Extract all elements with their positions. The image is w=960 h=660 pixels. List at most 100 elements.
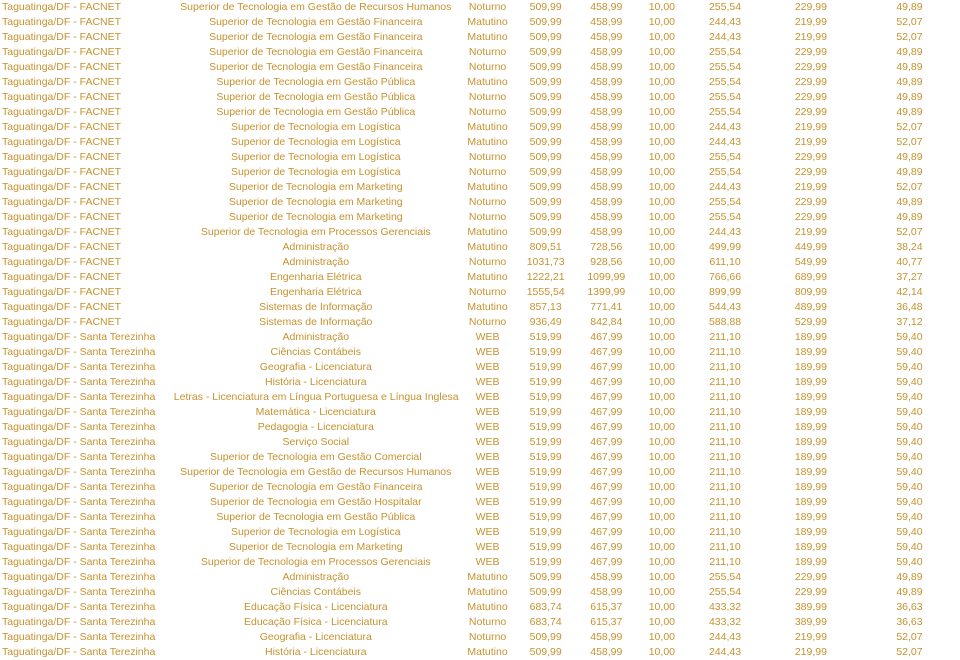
- cell-n3: 10,00: [637, 225, 688, 240]
- table-row: Taguatinga/DF - FACNETSuperior de Tecnol…: [0, 165, 960, 180]
- cell-n5: 219,99: [763, 180, 859, 195]
- cell-n3: 10,00: [637, 615, 688, 630]
- cell-n4: 211,10: [687, 390, 763, 405]
- cell-inst: Taguatinga/DF - FACNET: [0, 90, 172, 105]
- table-row: Taguatinga/DF - Santa TerezinhaGeografia…: [0, 360, 960, 375]
- cell-course: Superior de Tecnologia em Gestão Finance…: [172, 480, 460, 495]
- cell-n1: 509,99: [515, 0, 576, 15]
- cell-turno: WEB: [460, 360, 516, 375]
- table-row: Taguatinga/DF - Santa TerezinhaSuperior …: [0, 450, 960, 465]
- cell-inst: Taguatinga/DF - Santa Terezinha: [0, 525, 172, 540]
- table-row: Taguatinga/DF - FACNETSistemas de Inform…: [0, 300, 960, 315]
- cell-n6: 49,89: [859, 210, 960, 225]
- cell-n6: 59,40: [859, 525, 960, 540]
- cell-n3: 10,00: [637, 420, 688, 435]
- cell-course: Superior de Tecnologia em Logística: [172, 120, 460, 135]
- cell-n6: 49,89: [859, 150, 960, 165]
- cell-n4: 255,54: [687, 195, 763, 210]
- cell-n3: 10,00: [637, 15, 688, 30]
- cell-n1: 519,99: [515, 450, 576, 465]
- cell-n5: 229,99: [763, 150, 859, 165]
- cell-turno: Noturno: [460, 90, 516, 105]
- cell-n1: 509,99: [515, 105, 576, 120]
- cell-n1: 519,99: [515, 465, 576, 480]
- cell-n5: 189,99: [763, 330, 859, 345]
- cell-n3: 10,00: [637, 600, 688, 615]
- cell-turno: WEB: [460, 375, 516, 390]
- cell-n3: 10,00: [637, 510, 688, 525]
- cell-n6: 59,40: [859, 375, 960, 390]
- cell-n5: 189,99: [763, 510, 859, 525]
- cell-n1: 509,99: [515, 150, 576, 165]
- cell-n1: 509,99: [515, 225, 576, 240]
- cell-n3: 10,00: [637, 450, 688, 465]
- cell-n2: 458,99: [576, 75, 637, 90]
- cell-n4: 244,43: [687, 180, 763, 195]
- cell-turno: Matutino: [460, 240, 516, 255]
- cell-inst: Taguatinga/DF - FACNET: [0, 135, 172, 150]
- cell-inst: Taguatinga/DF - FACNET: [0, 15, 172, 30]
- cell-n6: 59,40: [859, 510, 960, 525]
- cell-inst: Taguatinga/DF - Santa Terezinha: [0, 645, 172, 660]
- cell-n4: 255,54: [687, 210, 763, 225]
- cell-n1: 519,99: [515, 390, 576, 405]
- cell-n1: 519,99: [515, 420, 576, 435]
- cell-n4: 433,32: [687, 615, 763, 630]
- table-row: Taguatinga/DF - Santa TerezinhaPedagogia…: [0, 420, 960, 435]
- cell-turno: Matutino: [460, 570, 516, 585]
- cell-inst: Taguatinga/DF - FACNET: [0, 30, 172, 45]
- cell-inst: Taguatinga/DF - Santa Terezinha: [0, 330, 172, 345]
- cell-turno: WEB: [460, 435, 516, 450]
- cell-n4: 211,10: [687, 555, 763, 570]
- cell-course: Engenharia Elétrica: [172, 285, 460, 300]
- cell-n6: 52,07: [859, 15, 960, 30]
- cell-n2: 458,99: [576, 570, 637, 585]
- cell-inst: Taguatinga/DF - FACNET: [0, 180, 172, 195]
- cell-n1: 519,99: [515, 525, 576, 540]
- cell-n1: 519,99: [515, 480, 576, 495]
- cell-n1: 509,99: [515, 630, 576, 645]
- cell-n1: 519,99: [515, 375, 576, 390]
- cell-course: Superior de Tecnologia em Gestão Pública: [172, 510, 460, 525]
- cell-n2: 458,99: [576, 105, 637, 120]
- cell-n2: 458,99: [576, 135, 637, 150]
- cell-n3: 10,00: [637, 90, 688, 105]
- cell-n1: 519,99: [515, 540, 576, 555]
- cell-turno: WEB: [460, 555, 516, 570]
- cell-inst: Taguatinga/DF - Santa Terezinha: [0, 360, 172, 375]
- cell-n3: 10,00: [637, 315, 688, 330]
- cell-n3: 10,00: [637, 525, 688, 540]
- table-row: Taguatinga/DF - Santa TerezinhaHistória …: [0, 375, 960, 390]
- cell-n3: 10,00: [637, 255, 688, 270]
- cell-course: Superior de Tecnologia em Marketing: [172, 210, 460, 225]
- cell-inst: Taguatinga/DF - FACNET: [0, 225, 172, 240]
- cell-n2: 467,99: [576, 390, 637, 405]
- cell-n3: 10,00: [637, 330, 688, 345]
- cell-course: Educação Física - Licenciatura: [172, 615, 460, 630]
- cell-n4: 244,43: [687, 225, 763, 240]
- cell-n2: 467,99: [576, 360, 637, 375]
- cell-course: Superior de Tecnologia em Gestão Pública: [172, 75, 460, 90]
- cell-n6: 52,07: [859, 645, 960, 660]
- cell-inst: Taguatinga/DF - FACNET: [0, 75, 172, 90]
- cell-turno: Noturno: [460, 60, 516, 75]
- cell-n6: 59,40: [859, 555, 960, 570]
- cell-n3: 10,00: [637, 210, 688, 225]
- table-row: Taguatinga/DF - FACNETSuperior de Tecnol…: [0, 105, 960, 120]
- cell-n4: 255,54: [687, 105, 763, 120]
- cell-n4: 211,10: [687, 330, 763, 345]
- table-row: Taguatinga/DF - Santa TerezinhaSuperior …: [0, 555, 960, 570]
- cell-n5: 189,99: [763, 390, 859, 405]
- cell-n3: 10,00: [637, 0, 688, 15]
- cell-n4: 211,10: [687, 360, 763, 375]
- cell-n6: 37,27: [859, 270, 960, 285]
- cell-n2: 1099,99: [576, 270, 637, 285]
- cell-inst: Taguatinga/DF - Santa Terezinha: [0, 510, 172, 525]
- cell-inst: Taguatinga/DF - FACNET: [0, 255, 172, 270]
- cell-inst: Taguatinga/DF - Santa Terezinha: [0, 345, 172, 360]
- cell-n4: 255,54: [687, 60, 763, 75]
- cell-n5: 189,99: [763, 465, 859, 480]
- cell-inst: Taguatinga/DF - Santa Terezinha: [0, 390, 172, 405]
- table-row: Taguatinga/DF - Santa TerezinhaGeografia…: [0, 630, 960, 645]
- cell-course: Superior de Tecnologia em Gestão Hospita…: [172, 495, 460, 510]
